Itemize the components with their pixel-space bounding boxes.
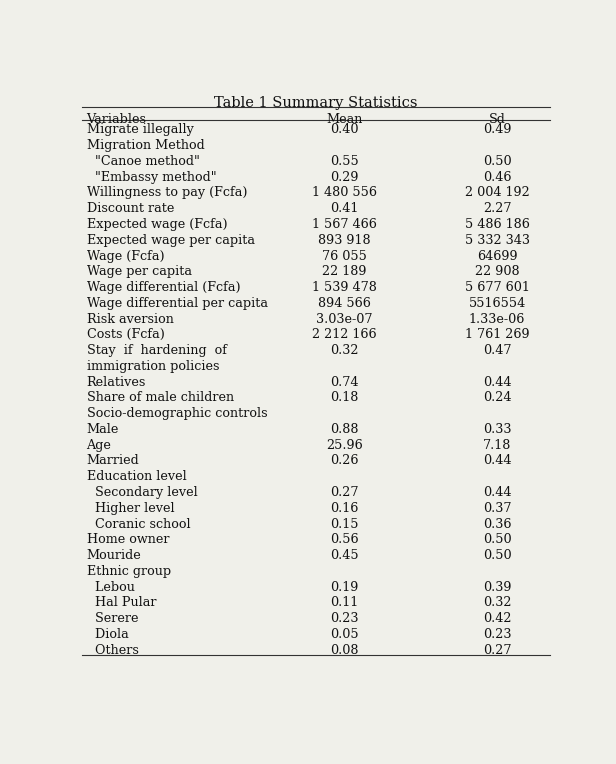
- Text: 7.18: 7.18: [483, 439, 511, 452]
- Text: Higher level: Higher level: [86, 502, 174, 515]
- Text: 0.19: 0.19: [330, 581, 359, 594]
- Text: Sd: Sd: [488, 113, 506, 127]
- Text: 0.05: 0.05: [330, 628, 359, 641]
- Text: 0.26: 0.26: [330, 455, 359, 468]
- Text: 0.74: 0.74: [330, 376, 359, 389]
- Text: Risk aversion: Risk aversion: [86, 312, 174, 325]
- Text: Secondary level: Secondary level: [86, 486, 197, 499]
- Text: 2 212 166: 2 212 166: [312, 329, 376, 342]
- Text: Serere: Serere: [86, 612, 138, 625]
- Text: Expected wage (Fcfa): Expected wage (Fcfa): [86, 218, 227, 231]
- Text: "Canoe method": "Canoe method": [86, 155, 200, 168]
- Text: Stay  if  hardening  of: Stay if hardening of: [86, 344, 227, 357]
- Text: Coranic school: Coranic school: [86, 517, 190, 530]
- Text: 893 918: 893 918: [318, 234, 371, 247]
- Text: 0.23: 0.23: [483, 628, 511, 641]
- Text: 1 480 556: 1 480 556: [312, 186, 377, 199]
- Text: Wage per capita: Wage per capita: [86, 265, 192, 278]
- Text: 0.39: 0.39: [483, 581, 511, 594]
- Text: 0.11: 0.11: [330, 597, 359, 610]
- Text: 0.29: 0.29: [330, 170, 359, 183]
- Text: 0.44: 0.44: [483, 486, 511, 499]
- Text: 0.44: 0.44: [483, 376, 511, 389]
- Text: Mouride: Mouride: [86, 549, 141, 562]
- Text: 0.50: 0.50: [483, 533, 511, 546]
- Text: 0.15: 0.15: [330, 517, 359, 530]
- Text: Willingness to pay (Fcfa): Willingness to pay (Fcfa): [86, 186, 247, 199]
- Text: Discount rate: Discount rate: [86, 202, 174, 215]
- Text: 0.41: 0.41: [330, 202, 359, 215]
- Text: 894 566: 894 566: [318, 296, 371, 310]
- Text: Costs (Fcfa): Costs (Fcfa): [86, 329, 164, 342]
- Text: Hal Pular: Hal Pular: [86, 597, 156, 610]
- Text: 0.42: 0.42: [483, 612, 511, 625]
- Text: 3.03e-07: 3.03e-07: [316, 312, 373, 325]
- Text: 0.88: 0.88: [330, 423, 359, 436]
- Text: 0.32: 0.32: [330, 344, 359, 357]
- Text: 0.45: 0.45: [330, 549, 359, 562]
- Text: 0.47: 0.47: [483, 344, 511, 357]
- Text: 1 539 478: 1 539 478: [312, 281, 377, 294]
- Text: Share of male children: Share of male children: [86, 391, 233, 404]
- Text: 0.08: 0.08: [330, 643, 359, 657]
- Text: 2 004 192: 2 004 192: [464, 186, 530, 199]
- Text: 5516554: 5516554: [469, 296, 525, 310]
- Text: 0.55: 0.55: [330, 155, 359, 168]
- Text: 5 677 601: 5 677 601: [464, 281, 530, 294]
- Text: 22 189: 22 189: [322, 265, 367, 278]
- Text: 0.33: 0.33: [483, 423, 511, 436]
- Text: 1 567 466: 1 567 466: [312, 218, 377, 231]
- Text: 5 332 343: 5 332 343: [464, 234, 530, 247]
- Text: 22 908: 22 908: [475, 265, 519, 278]
- Text: 0.56: 0.56: [330, 533, 359, 546]
- Text: 1 761 269: 1 761 269: [465, 329, 529, 342]
- Text: 0.18: 0.18: [330, 391, 359, 404]
- Text: 1.33e-06: 1.33e-06: [469, 312, 525, 325]
- Text: 0.23: 0.23: [330, 612, 359, 625]
- Text: 0.32: 0.32: [483, 597, 511, 610]
- Text: 25.96: 25.96: [326, 439, 363, 452]
- Text: Migration Method: Migration Method: [86, 139, 205, 152]
- Text: Others: Others: [86, 643, 139, 657]
- Text: Variables: Variables: [86, 113, 147, 127]
- Text: immigration policies: immigration policies: [86, 360, 219, 373]
- Text: 0.36: 0.36: [483, 517, 511, 530]
- Text: Age: Age: [86, 439, 111, 452]
- Text: 2.27: 2.27: [483, 202, 511, 215]
- Text: 0.49: 0.49: [483, 123, 511, 137]
- Text: 0.37: 0.37: [483, 502, 511, 515]
- Text: 0.44: 0.44: [483, 455, 511, 468]
- Text: Wage differential per capita: Wage differential per capita: [86, 296, 267, 310]
- Text: 0.27: 0.27: [330, 486, 359, 499]
- Text: Expected wage per capita: Expected wage per capita: [86, 234, 254, 247]
- Text: "Embassy method": "Embassy method": [86, 170, 216, 183]
- Text: Socio-demographic controls: Socio-demographic controls: [86, 407, 267, 420]
- Text: 0.24: 0.24: [483, 391, 511, 404]
- Text: 0.27: 0.27: [483, 643, 511, 657]
- Text: 0.46: 0.46: [483, 170, 511, 183]
- Text: 0.50: 0.50: [483, 549, 511, 562]
- Text: Relatives: Relatives: [86, 376, 146, 389]
- Text: Married: Married: [86, 455, 139, 468]
- Text: Table 1 Summary Statistics: Table 1 Summary Statistics: [214, 96, 418, 110]
- Text: Home owner: Home owner: [86, 533, 169, 546]
- Text: 0.16: 0.16: [330, 502, 359, 515]
- Text: Diola: Diola: [86, 628, 128, 641]
- Text: 76 055: 76 055: [322, 250, 367, 263]
- Text: 64699: 64699: [477, 250, 517, 263]
- Text: Wage (Fcfa): Wage (Fcfa): [86, 250, 164, 263]
- Text: Mean: Mean: [326, 113, 363, 127]
- Text: Education level: Education level: [86, 470, 186, 484]
- Text: 0.50: 0.50: [483, 155, 511, 168]
- Text: 5 486 186: 5 486 186: [464, 218, 530, 231]
- Text: Migrate illegally: Migrate illegally: [86, 123, 193, 137]
- Text: Male: Male: [86, 423, 119, 436]
- Text: Lebou: Lebou: [86, 581, 134, 594]
- Text: 0.40: 0.40: [330, 123, 359, 137]
- Text: Ethnic group: Ethnic group: [86, 565, 171, 578]
- Text: Wage differential (Fcfa): Wage differential (Fcfa): [86, 281, 240, 294]
